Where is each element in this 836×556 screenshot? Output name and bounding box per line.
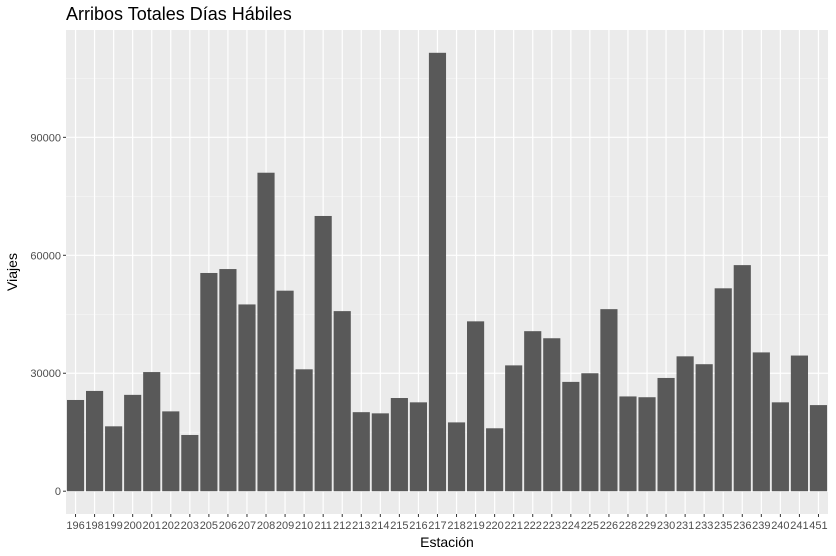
x-axis-title: Estación	[420, 534, 474, 550]
x-tick-label: 206	[219, 520, 237, 532]
bar-211	[314, 215, 332, 492]
x-tick-label: 236	[733, 520, 751, 532]
x-tick-label: 235	[714, 520, 732, 532]
x-tick-label: 205	[200, 520, 218, 532]
x-tick-label: 213	[352, 520, 370, 532]
x-tick-label: 218	[447, 520, 465, 532]
x-tick-label: 196	[66, 520, 84, 532]
bar-226	[600, 309, 618, 492]
x-tick-label: 216	[409, 520, 427, 532]
x-tick-label: 239	[752, 520, 770, 532]
x-tick-label: 211	[314, 520, 332, 532]
bar-199	[105, 426, 123, 492]
y-tick-label: 90000	[30, 132, 61, 144]
x-tick-label: 229	[638, 520, 656, 532]
x-tick-label: 208	[257, 520, 275, 532]
bar-216	[409, 402, 427, 492]
bar-209	[276, 290, 294, 492]
y-tick-label: 30000	[30, 368, 61, 380]
bar-217	[428, 52, 447, 492]
x-tick-label: 201	[143, 520, 161, 532]
x-tick-label: 233	[695, 520, 713, 532]
x-tick-label: 199	[104, 520, 122, 532]
bar-224	[562, 381, 580, 492]
x-tick-label: 224	[562, 520, 580, 532]
x-tick-label: 217	[428, 520, 446, 532]
bar-207	[238, 304, 256, 492]
bar-202	[162, 411, 180, 492]
x-tick-label: 221	[504, 520, 522, 532]
bar-225	[581, 373, 599, 492]
bar-451	[809, 405, 828, 492]
bar-198	[86, 390, 104, 492]
bar-206	[219, 269, 237, 492]
bar-239	[752, 352, 770, 492]
x-tick-label: 203	[181, 520, 199, 532]
x-tick-label: 212	[333, 520, 351, 532]
x-tick-label: 215	[390, 520, 408, 532]
bar-233	[695, 364, 713, 492]
bar-200	[124, 394, 142, 492]
bar-220	[486, 428, 504, 492]
x-axis: 196 198 199 200 201 202 203 205 206 207 208 209 210 2…	[66, 514, 828, 532]
x-tick-label: 240	[771, 520, 789, 532]
x-tick-label: 226	[600, 520, 618, 532]
bar-231	[676, 356, 694, 492]
bar-229	[638, 397, 656, 492]
x-tick-label: 230	[657, 520, 675, 532]
bars	[66, 52, 828, 492]
x-tick-label: 225	[581, 520, 599, 532]
bar-241	[790, 355, 808, 492]
bar-218	[447, 422, 466, 492]
x-tick-label: 220	[485, 520, 503, 532]
bar-240	[771, 402, 789, 492]
x-tick-label: 207	[238, 520, 256, 532]
bar-212	[333, 311, 351, 492]
y-axis: 0 30000 60000 90000	[30, 132, 66, 498]
bar-201	[143, 372, 161, 492]
bar-236	[733, 265, 751, 492]
bar-208	[257, 172, 275, 492]
bar-219	[467, 321, 485, 492]
bar-196	[66, 399, 85, 492]
bar-213	[352, 412, 370, 492]
bar-221	[505, 365, 523, 492]
x-tick-label: 210	[295, 520, 313, 532]
x-tick-label: 202	[162, 520, 180, 532]
bar-210	[295, 369, 313, 492]
bar-235	[714, 288, 732, 492]
x-tick-label: 241	[790, 520, 808, 532]
x-tick-label: 231	[676, 520, 694, 532]
bar-215	[390, 398, 408, 492]
bar-228	[619, 396, 637, 492]
x-tick-label: 222	[524, 520, 542, 532]
bar-203	[181, 434, 199, 492]
bar-230	[657, 377, 675, 492]
x-tick-label: 198	[85, 520, 103, 532]
plot-panel	[66, 30, 828, 514]
x-tick-label: 223	[543, 520, 561, 532]
x-tick-label: 200	[123, 520, 141, 532]
y-axis-title: Viajes	[4, 253, 20, 291]
y-tick-label: 0	[55, 486, 61, 498]
bar-222	[524, 331, 542, 492]
x-tick-label: 209	[276, 520, 294, 532]
chart-title: Arribos Totales Días Hábiles	[66, 4, 292, 24]
y-tick-label: 60000	[30, 250, 61, 262]
x-tick-label: 219	[466, 520, 484, 532]
x-tick-label: 214	[371, 520, 389, 532]
x-tick-label: 228	[619, 520, 637, 532]
bar-205	[200, 272, 218, 492]
x-tick-label: 451	[809, 520, 827, 532]
bar-214	[371, 413, 389, 492]
bar-223	[543, 338, 561, 492]
